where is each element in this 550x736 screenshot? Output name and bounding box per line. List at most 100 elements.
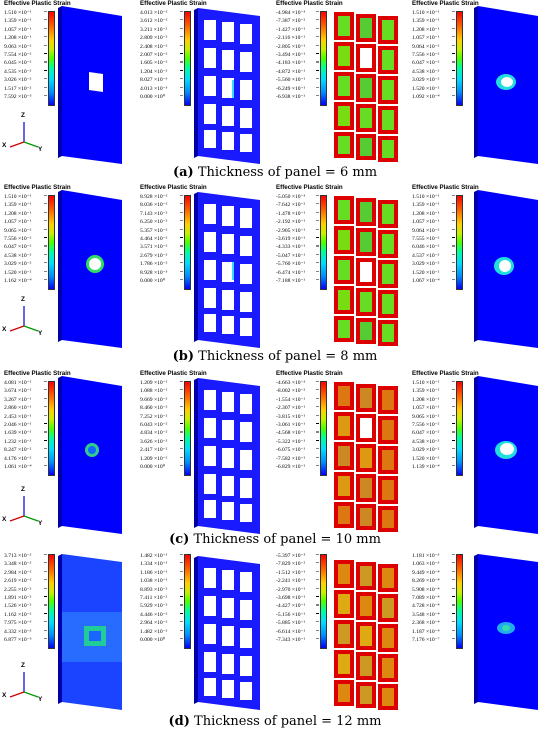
honeycomb-grid: [334, 560, 398, 710]
legend-value: 9.063 ×10⁻²: [4, 43, 32, 50]
legend-value: 4.728 ×10⁻⁴: [412, 603, 440, 610]
legend-ticks: [180, 381, 183, 474]
panel-core-frame: Effective Plastic Strain 4.013 ×10⁻² 3.6…: [136, 0, 272, 180]
legend-value: 1.186 ×10⁻¹: [140, 569, 168, 576]
caption-text: Thickness of panel = 6 mm: [193, 165, 378, 180]
legend-title: Effective Plastic Strain: [4, 0, 71, 7]
legend-color-bar: [184, 381, 191, 476]
legend-value: -2.307 ×10⁻¹: [276, 405, 306, 412]
legend-value: 7.556 ×10⁻²: [412, 421, 440, 428]
legend-value: 7.411 ×10⁻²: [140, 594, 168, 601]
panel-back-plate: Effective Plastic Strain 1.510 ×10⁻¹ 1.3…: [408, 184, 544, 364]
legend-value: 6.047 ×10⁻²: [4, 244, 32, 251]
honeycomb-model: [334, 196, 398, 346]
legend-value: -5.885 ×10⁻¹: [276, 620, 306, 627]
legend-value: -1.427 ×10⁻¹: [276, 26, 306, 33]
legend-value: 4.013 ×10⁻²: [140, 10, 168, 16]
legend-value: 1.181 ×10⁻³: [412, 553, 440, 559]
legend-value: 6.047 ×10⁻²: [412, 430, 440, 437]
legend-values: 1.209 ×10⁻¹ 1.088 ×10⁻¹ 9.669 ×10⁻² 8.46…: [140, 379, 184, 471]
legend-value: -7.387 ×10⁻²: [276, 18, 306, 25]
legend-color-bar: [184, 195, 191, 290]
legend-value: 9.449 ×10⁻⁴: [412, 569, 440, 576]
legend-value: -6.829 ×10⁻¹: [276, 463, 306, 470]
frame-cells: [204, 204, 252, 336]
legend-value: 8.460 ×10⁻²: [140, 405, 168, 412]
legend-value: -4.183 ×10⁻¹: [276, 60, 306, 67]
legend-value: -5.047 ×10⁻¹: [276, 252, 306, 259]
legend-value: 2.860 ×10⁻¹: [4, 405, 32, 412]
legend-value: 2.046 ×10⁻¹: [4, 421, 32, 428]
legend-value: -5.760 ×10⁻¹: [276, 261, 306, 268]
triad-icon: [9, 672, 39, 698]
legend-ticks: [44, 381, 47, 474]
legend-value: 9.064 ×10⁻²: [412, 43, 440, 50]
legend-value: 8.027 ×10⁻³: [140, 77, 168, 84]
caption-letter: (a): [172, 165, 194, 180]
legend-value: -4.568 ×10⁻¹: [276, 430, 306, 437]
legend-value: -1.512 ×10⁻¹: [276, 569, 306, 576]
frame-side: [194, 8, 198, 158]
legend-value: 7.554 ×10⁻²: [4, 51, 32, 58]
legend-value: 7.252 ×10⁻²: [140, 413, 168, 420]
legend-value: 8.269 ×10⁻⁴: [412, 578, 440, 585]
plate-side: [474, 376, 478, 528]
legend-ticks: [452, 554, 455, 647]
triad-icon: [9, 122, 39, 148]
legend-title: Effective Plastic Strain: [140, 370, 207, 377]
coordinate-axes: Z X Y: [2, 662, 42, 703]
legend-value: -2.805 ×10⁻¹: [276, 43, 306, 50]
plate-hole: [500, 443, 514, 455]
legend-value: 4.464 ×10⁻²: [140, 235, 168, 242]
legend-value: 4.537 ×10⁻²: [412, 252, 440, 259]
legend-value: 4.081 ×10⁻¹: [4, 380, 32, 386]
legend-value: 1.208 ×10⁻¹: [412, 26, 440, 33]
legend-ticks: [44, 11, 47, 104]
caption-d: (d) Thickness of panel = 12 mm: [0, 714, 550, 729]
row-d: Effective Plastic Strain 3.713 ×10⁻² 3.3…: [0, 552, 550, 718]
legend-value: 2.368 ×10⁻⁴: [412, 620, 440, 627]
legend-value: 6.045 ×10⁻²: [4, 60, 32, 67]
legend-value: 1.639 ×10⁻¹: [4, 430, 32, 437]
core-frame-model: [194, 556, 260, 710]
legend-values: 1.510 ×10⁻¹ 1.359 ×10⁻¹ 1.057 ×10⁻¹ 1.20…: [4, 9, 48, 101]
panel-core-frame: Effective Plastic Strain 1.209 ×10⁻¹ 1.0…: [136, 370, 272, 550]
core-frame-model: [194, 378, 260, 534]
panel-back-plate: Effective Plastic Strain 1.510 ×10⁻¹ 1.3…: [408, 370, 544, 550]
legend-title: Effective Plastic Strain: [276, 370, 343, 377]
legend-value: 7.176 ×10⁻⁷: [412, 636, 440, 643]
legend-value: -8.002 ×10⁻²: [276, 388, 306, 395]
strain-core: [89, 631, 101, 641]
legend-value: -1.554 ×10⁻¹: [276, 396, 306, 403]
honeycomb-model: [334, 382, 398, 532]
legend-value: -3.815 ×10⁻¹: [276, 413, 306, 420]
frame-cells: [204, 390, 252, 522]
legend-color-bar: [456, 381, 463, 476]
caption-c: (c) Thickness of panel = 10 mm: [0, 532, 550, 547]
legend-value: 3.548 ×10⁻⁴: [412, 611, 440, 618]
panel-back-plate: 1.181 ×10⁻³ 1.063 ×10⁻³ 9.449 ×10⁻⁴ 8.26…: [408, 552, 544, 718]
honeycomb-grid: [334, 382, 398, 532]
legend-value: 9.064 ×10⁻²: [412, 227, 440, 234]
legend-values: 1.510 ×10⁻¹ 1.359 ×10⁻¹ 1.208 ×10⁻¹ 1.05…: [412, 193, 456, 285]
plate-side: [474, 190, 478, 342]
legend-value: 1.510 ×10⁻¹: [4, 194, 32, 200]
legend-value: 1.359 ×10⁻¹: [412, 18, 440, 25]
legend-value: 4.013 ×10⁻³: [140, 85, 168, 92]
legend-value: 8.928 ×10⁻³: [140, 269, 168, 276]
legend-value: -5.050 ×10⁻³: [276, 194, 306, 200]
legend-values: -5.050 ×10⁻³ -7.642 ×10⁻² -1.478 ×10⁻¹ -…: [276, 193, 320, 285]
legend-value: 3.571 ×10⁻²: [140, 244, 168, 251]
legend-value: 1.088 ×10⁻¹: [140, 388, 168, 395]
honeycomb-grid: [334, 196, 398, 346]
legend-value: -2.192 ×10⁻¹: [276, 219, 306, 226]
legend-value: -4.427 ×10⁻¹: [276, 603, 306, 610]
legend-color-bar: [48, 381, 55, 476]
legend-ticks: [452, 381, 455, 474]
legend-value: -5.322 ×10⁻¹: [276, 438, 306, 445]
legend-value: 1.520 ×10⁻²: [412, 455, 440, 462]
honeycomb-grid: [334, 12, 398, 162]
legend-value: 4.538 ×10⁻²: [412, 68, 440, 75]
back-plate-model: [474, 376, 538, 534]
legend-ticks: [316, 554, 319, 647]
